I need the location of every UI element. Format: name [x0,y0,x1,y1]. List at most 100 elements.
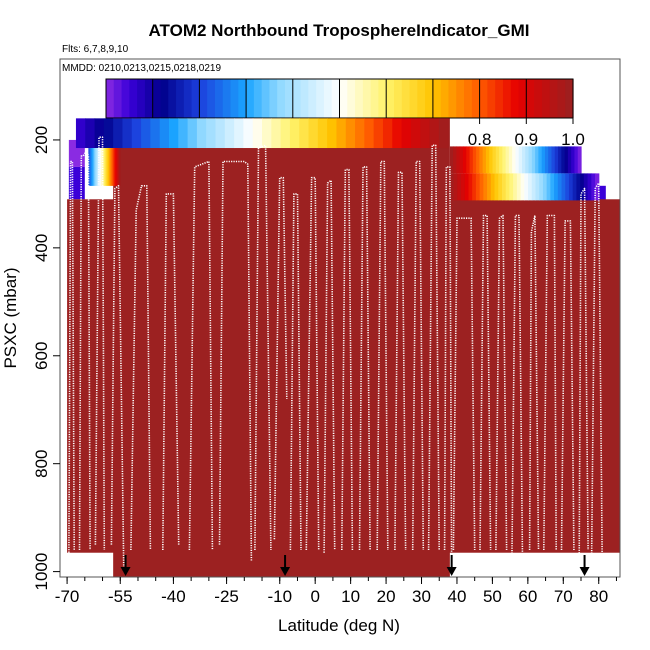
heat-cell [224,118,235,149]
heat-cell [289,118,300,149]
heat-cell [101,148,103,186]
plot-frame [59,58,621,578]
heat-cell [482,146,487,174]
plot-area [67,118,620,577]
heat-cell [574,146,579,174]
colorbar-swatch [121,79,130,118]
heat-cell [522,146,526,174]
heat-cell [215,118,226,149]
colorbar-swatch [137,79,146,118]
heat-cell [524,173,529,201]
heat-cell [101,148,104,186]
heat-cell [489,146,494,174]
colorbar-swatch [541,79,551,118]
colorbar-swatch [549,79,559,118]
heat-cell [141,118,151,149]
heat-cell [280,118,291,149]
flight-profile [323,179,336,553]
colorbar-swatch [557,79,566,118]
heat-cell [117,148,120,186]
heat-cell [96,148,98,186]
heat-cell [178,118,189,149]
heat-cell [89,148,91,186]
colorbar-swatch [502,79,512,118]
colorbar-swatch [160,79,169,118]
heat-cell [114,148,117,186]
heat-cell [495,146,500,174]
colorbar-tick-label: 1.0 [561,130,585,149]
heat-cell [531,146,536,174]
heat-cell [112,148,114,186]
colorbar-swatch [331,79,341,118]
colorbar-swatch [362,79,372,118]
x-tick-label: -10 [267,587,292,606]
colorbar-swatch [425,79,434,118]
flight-profile [130,185,152,551]
heat-cell [382,118,393,149]
colorbar-swatch [308,79,317,118]
heat-cell [535,173,540,201]
heat-cell [492,146,497,174]
heat-cell [116,148,118,186]
heat-cell [499,146,503,174]
heat-cell [483,173,488,201]
heat-cell [111,148,113,186]
heat-cell [456,146,461,174]
heat-cell [554,173,559,201]
heat-cell [449,146,454,174]
heat-cell [110,148,113,186]
heat-cell [106,148,109,186]
colorbar-tick-label: 0.8 [468,130,492,149]
heat-cell [102,148,105,186]
colorbar-swatch [456,79,465,118]
x-axis-label: Latitude (deg N) [278,616,400,635]
heat-cell [490,173,496,201]
heat-cell [476,146,480,174]
colorbar-swatch [269,79,278,118]
colorbar-swatch [214,79,224,118]
y-tick-label: 800 [32,450,51,478]
heat-cell [115,148,117,186]
heat-cell [583,173,589,201]
heat-cell [528,146,533,174]
colorbar-swatch [370,79,380,118]
colorbar-swatch [300,79,309,118]
colorbar-swatch [565,79,574,118]
flight-profile [94,136,106,551]
flight-profile [305,176,320,551]
heat-cell [485,146,490,174]
colorbar-swatch [432,79,442,118]
flight-marker-arrow [280,567,291,576]
heat-cell [535,146,539,174]
heat-cell [565,173,570,201]
heat-cell [472,173,477,201]
colorbar-swatch [207,79,216,118]
flight-profile [289,193,302,551]
heat-cell [494,173,499,201]
heat-cell [541,146,546,174]
heat-cell [420,118,431,149]
heat-cell [472,146,477,174]
flight-profile [358,166,371,551]
colorbar-swatch [448,79,457,118]
heat-layer [67,118,620,577]
heat-cell [97,148,99,186]
colorbar-swatch [191,79,200,118]
colorbar-swatch [393,79,403,118]
heat-cell [252,118,263,149]
flight-profile [254,144,272,551]
heat-cell [271,118,282,149]
heat-cell [459,146,464,174]
colorbar-swatch [261,79,271,118]
heat-cell [479,146,484,174]
colorbar-swatch [222,79,232,118]
heat-cell [93,148,96,186]
flight-profile [578,187,589,559]
heat-cell [520,173,525,201]
colorbar-swatch [199,79,208,118]
colorbar-swatch [386,79,395,118]
flight-profile [218,160,253,561]
colorbar-swatch [230,79,239,118]
heat-cell [515,146,520,174]
colorbar-swatch [526,79,535,118]
